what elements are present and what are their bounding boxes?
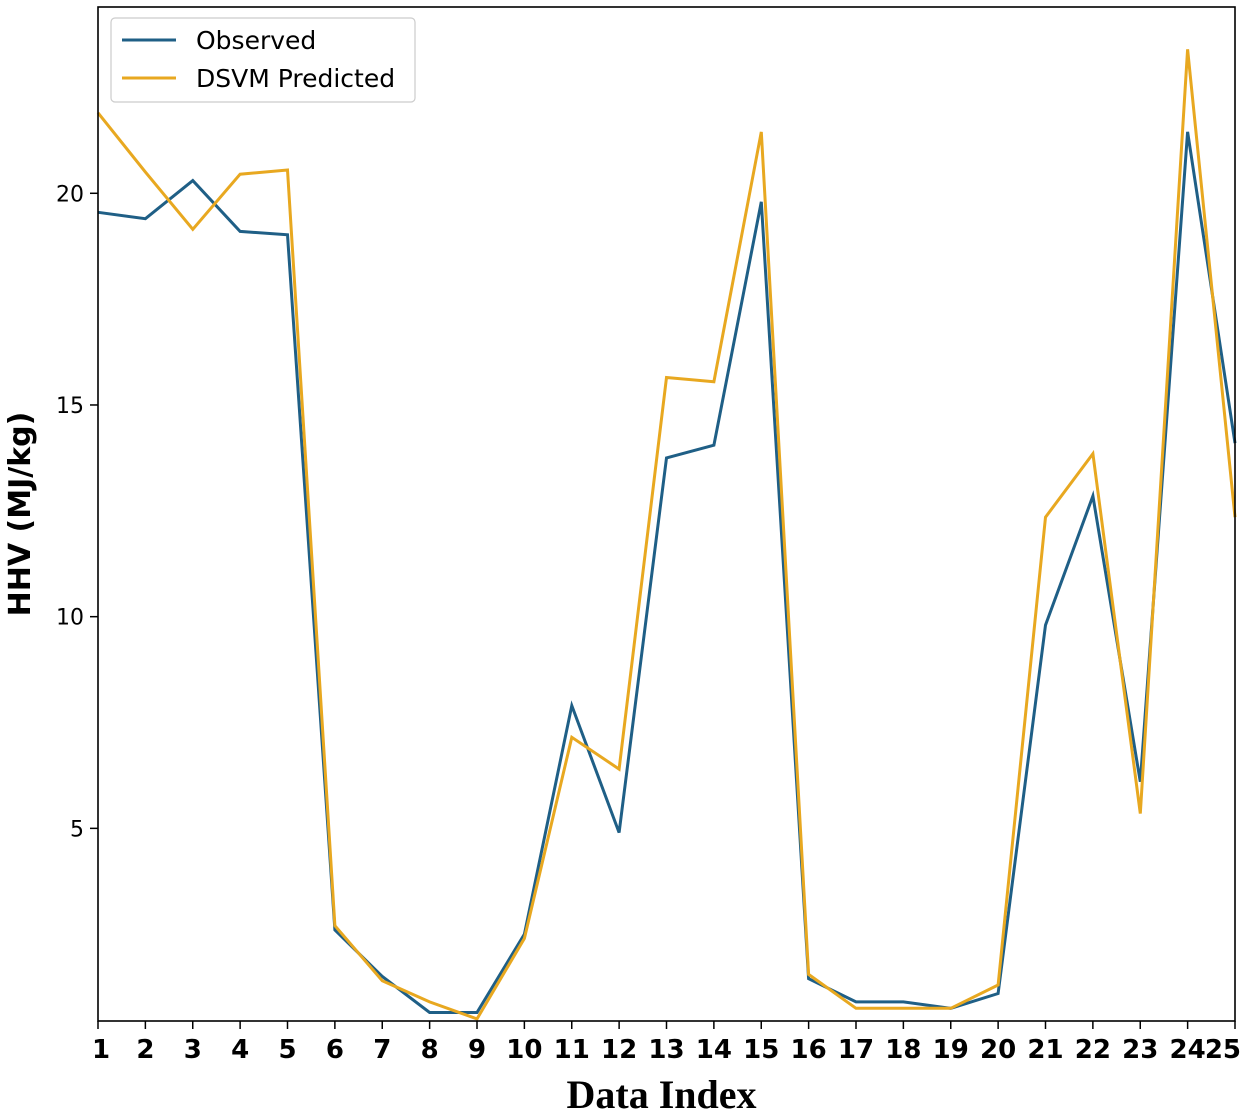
series-line-observed: [97, 131, 1237, 1014]
x-tick-label: 7: [373, 1035, 391, 1065]
x-tick-label: 21: [1027, 1035, 1063, 1065]
x-axis-title: Data Index: [566, 1072, 756, 1116]
legend-box: [110, 17, 416, 103]
x-tick-label: 15: [743, 1035, 779, 1065]
x-tick-label: 16: [791, 1035, 827, 1065]
x-tick-label: 9: [468, 1035, 486, 1065]
x-tick-label: 13: [648, 1035, 684, 1065]
x-tick-label: 5: [278, 1035, 296, 1065]
legend-label-observed: Observed: [196, 26, 316, 55]
x-tick-label: 23: [1122, 1035, 1158, 1065]
plot-frame: [97, 6, 1236, 1022]
series-line-dsvm-predicted: [96, 49, 1237, 1021]
y-tick-label: 10: [56, 606, 84, 631]
x-axis-ticks: 1 2 3 4 5 6 7 8 9 10 11 12 13 14 15 16 17 18 19 20 21 22 23 24 2…: [92, 1021, 1241, 1065]
x-tick-label: 6: [326, 1035, 344, 1065]
x-tick-label: 10: [506, 1035, 542, 1065]
x-tick-label: 18: [885, 1035, 921, 1065]
x-tick-label: 3: [184, 1035, 202, 1065]
y-axis-ticks: 5 10 15 20: [56, 182, 98, 842]
y-axis-title: HHV (MJ/kg): [3, 412, 38, 617]
x-tick-label: 24: [1170, 1035, 1206, 1065]
y-tick-label: 5: [70, 817, 84, 842]
x-tick-label: 12: [601, 1035, 637, 1065]
x-tick-label: 19: [933, 1035, 969, 1065]
legend-label-dsvm-predicted: DSVM Predicted: [196, 64, 395, 93]
y-tick-label: 20: [56, 182, 84, 207]
y-tick-label: 15: [56, 394, 84, 419]
x-tick-label: 4: [231, 1035, 249, 1065]
x-tick-label: 22: [1075, 1035, 1111, 1065]
x-tick-label: 8: [421, 1035, 439, 1065]
series-layer: [96, 49, 1237, 1021]
x-tick-label: 1: [92, 1035, 110, 1065]
legend: Observed DSVM Predicted: [110, 17, 416, 103]
x-tick-label: 17: [838, 1035, 874, 1065]
x-tick-label: 14: [696, 1035, 732, 1065]
x-tick-label: 25: [1205, 1035, 1241, 1065]
x-tick-label: 2: [136, 1035, 154, 1065]
x-tick-label: 20: [980, 1035, 1016, 1065]
x-tick-label: 11: [554, 1035, 590, 1065]
